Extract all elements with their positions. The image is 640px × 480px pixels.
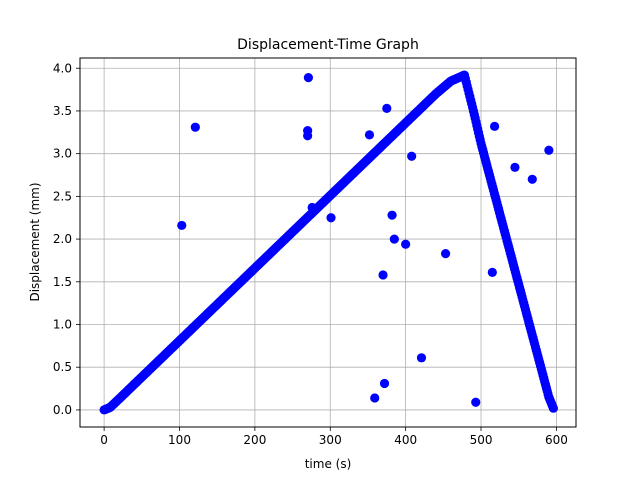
outlier-point xyxy=(387,210,397,220)
outlier-point xyxy=(190,122,200,132)
outlier-point xyxy=(307,202,317,213)
y-tick-label: 2.5 xyxy=(53,189,72,203)
outlier-point xyxy=(471,397,481,407)
outlier-point xyxy=(382,103,392,113)
outlier-point xyxy=(527,174,537,184)
outlier-point xyxy=(440,249,451,259)
y-axis-label: Displacement (mm) xyxy=(28,182,42,301)
x-axis-label: time (s) xyxy=(305,457,352,471)
y-tick-label: 1.5 xyxy=(53,275,72,289)
outlier-point xyxy=(378,270,388,280)
y-axis: 0.0 0.5 1.0 1.5 2.0 2.5 3.0 3.5 4.0 xyxy=(53,61,80,417)
y-tick-label: 2.0 xyxy=(53,232,72,246)
x-tick-label: 400 xyxy=(394,433,417,447)
outlier-point xyxy=(510,162,520,172)
outlier-point xyxy=(407,151,417,161)
outlier-point xyxy=(416,353,427,363)
y-tick-label: 3.0 xyxy=(53,147,72,161)
outlier-point xyxy=(326,213,336,223)
outlier-point xyxy=(379,378,390,389)
y-tick-label: 3.5 xyxy=(53,104,72,118)
y-tick-label: 4.0 xyxy=(53,61,72,75)
outlier-point xyxy=(303,73,314,83)
outlier-point xyxy=(544,145,554,155)
data-point xyxy=(548,403,558,413)
outlier-point xyxy=(401,239,411,249)
outlier-point xyxy=(364,130,375,140)
x-tick-label: 100 xyxy=(168,433,191,447)
plot-frame xyxy=(79,57,577,428)
x-tick-label: 0 xyxy=(100,433,108,447)
y-tick-label: 0.5 xyxy=(53,360,72,374)
x-tick-label: 600 xyxy=(545,433,568,447)
outlier-point xyxy=(303,131,313,141)
outlier-point xyxy=(489,121,500,131)
chart-title: Displacement-Time Graph xyxy=(237,37,419,53)
outlier-point xyxy=(177,220,187,231)
data-points xyxy=(99,70,558,415)
y-tick-label: 1.0 xyxy=(53,318,72,332)
y-tick-label: 0.0 xyxy=(53,403,72,417)
outlier-point xyxy=(370,393,380,403)
outlier-point xyxy=(389,234,399,244)
x-tick-label: 200 xyxy=(243,433,266,447)
outlier-point xyxy=(487,267,497,277)
x-tick-label: 500 xyxy=(470,433,493,447)
x-tick-label: 300 xyxy=(319,433,342,447)
x-axis: 0 100 200 300 400 500 600 xyxy=(100,427,568,447)
